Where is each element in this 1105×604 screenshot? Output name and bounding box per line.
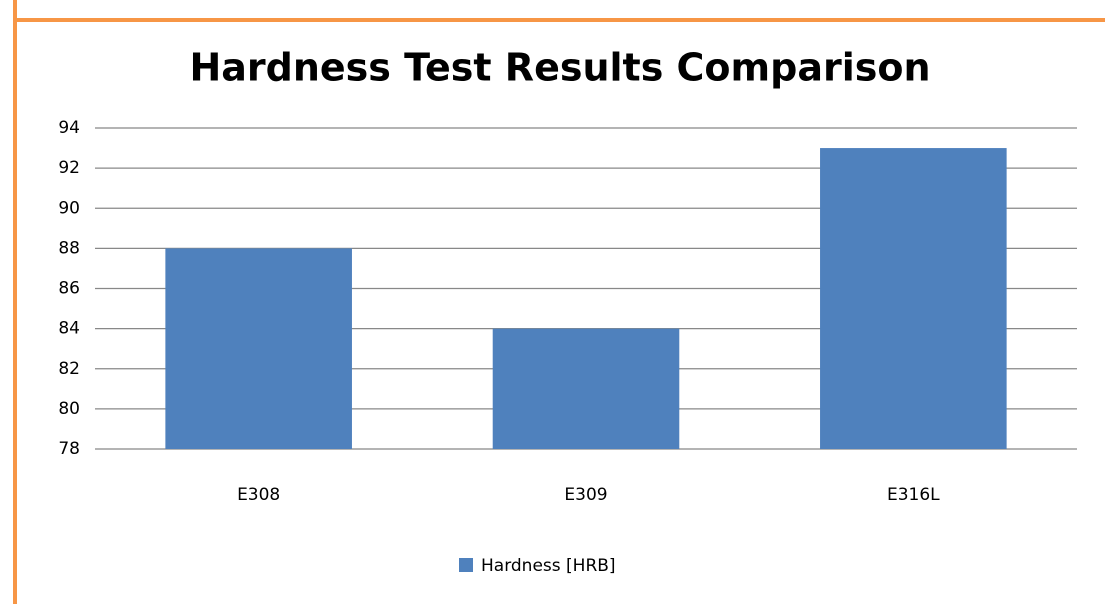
bar [492, 328, 680, 449]
y-tick-label: 94 [58, 118, 80, 138]
chart-title: Hardness Test Results Comparison [189, 46, 930, 90]
y-tick-label: 90 [58, 198, 80, 218]
y-tick-label: 84 [58, 319, 80, 339]
y-tick-label: 78 [58, 439, 80, 459]
x-tick-label: E309 [564, 485, 607, 505]
y-tick-label: 88 [58, 238, 80, 258]
y-tick-label: 92 [58, 158, 80, 178]
x-tick-label: E316L [887, 485, 940, 505]
bar [820, 148, 1007, 449]
legend-label: Hardness [HRB] [481, 556, 616, 576]
y-tick-label: 80 [58, 399, 80, 419]
y-tick-label: 86 [58, 279, 80, 299]
x-tick-label: E308 [237, 485, 280, 505]
y-tick-label: 82 [58, 359, 80, 379]
bar [165, 248, 352, 449]
legend-swatch [459, 558, 473, 572]
